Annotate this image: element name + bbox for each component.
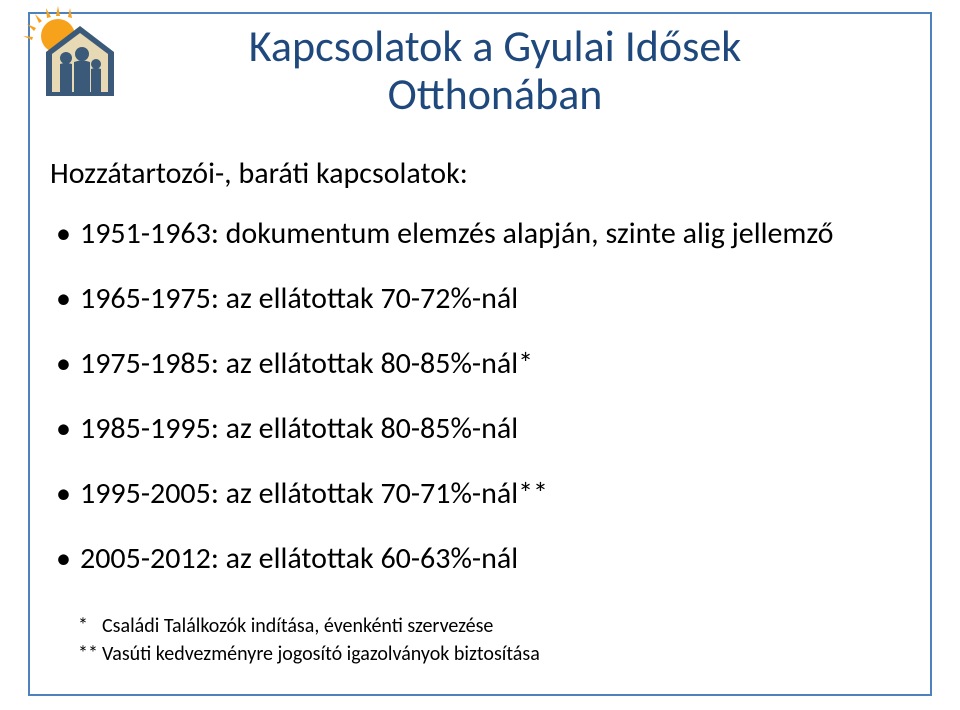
list-item: 1995-2005: az ellátottak 70-71%-nál** (52, 475, 905, 512)
list-item: 1951-1963: dokumentum elemzés alapján, s… (52, 215, 905, 252)
bullet-list: 1951-1963: dokumentum elemzés alapján, s… (52, 215, 905, 605)
list-item: 2005-2012: az ellátottak 60-63%-nál (52, 540, 905, 577)
slide-title: Kapcsolatok a Gyulai Idősek Otthonában (90, 22, 900, 119)
footnote-mark: ** (78, 642, 102, 666)
footnote-text: Családi Találkozók indítása, évenkénti s… (102, 614, 493, 638)
title-line-1: Kapcsolatok a Gyulai Idősek (249, 19, 741, 73)
footnote-1: *Családi Találkozók indítása, évenkénti … (78, 614, 540, 638)
title-line-2: Otthonában (388, 67, 603, 121)
footnote-mark: * (78, 614, 102, 638)
footnote-text: Vasúti kedvezményre jogosító igazolványo… (102, 642, 540, 666)
slide: Kapcsolatok a Gyulai Idősek Otthonában H… (0, 0, 960, 710)
slide-subtitle: Hozzátartozói-, baráti kapcsolatok: (50, 155, 468, 192)
list-item: 1965-1975: az ellátottak 70-72%-nál (52, 280, 905, 317)
footnote-2: **Vasúti kedvezményre jogosító igazolván… (78, 642, 540, 666)
list-item: 1985-1995: az ellátottak 80-85%-nál (52, 410, 905, 447)
list-item: 1975-1985: az ellátottak 80-85%-nál* (52, 345, 905, 382)
footnotes: *Családi Találkozók indítása, évenkénti … (78, 614, 540, 670)
